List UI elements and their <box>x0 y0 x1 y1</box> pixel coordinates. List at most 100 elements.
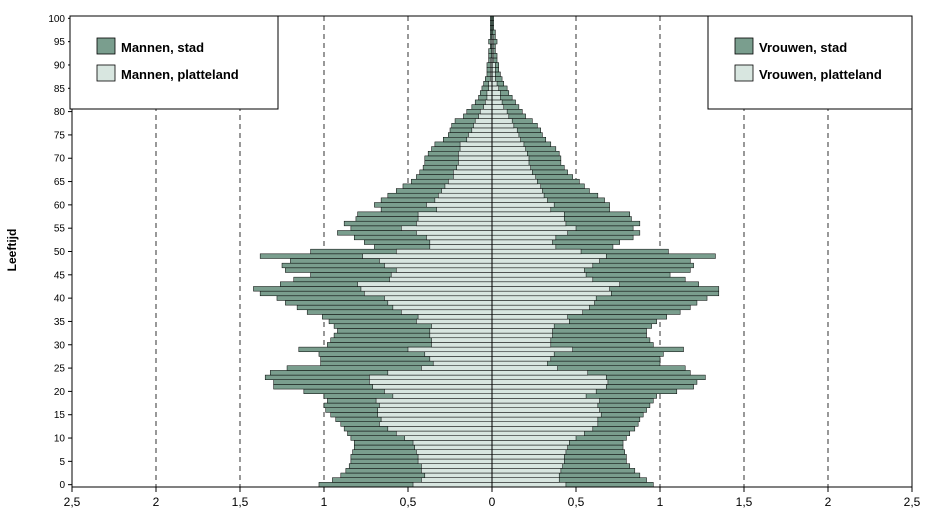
x-tick-label: 2 <box>825 495 832 509</box>
bar <box>491 113 510 119</box>
bar <box>491 416 599 422</box>
bar <box>429 328 493 334</box>
bar <box>431 342 493 348</box>
bar <box>426 234 493 241</box>
x-tick-label: 1 <box>321 495 328 509</box>
y-tick-label: 5 <box>59 457 65 468</box>
bar <box>416 230 493 236</box>
x-tick-label: 0 <box>489 495 496 509</box>
bar <box>491 258 600 264</box>
bar <box>491 444 568 450</box>
y-tick-label: 80 <box>54 107 66 118</box>
bar <box>453 174 493 180</box>
bar <box>416 318 493 325</box>
bar <box>491 402 599 408</box>
bar <box>491 323 555 329</box>
bar <box>491 76 496 82</box>
bar <box>468 132 493 138</box>
bar <box>491 71 496 77</box>
bar <box>488 81 493 87</box>
bar <box>491 449 567 455</box>
bar <box>488 85 493 91</box>
y-tick-label: 35 <box>54 317 66 328</box>
bar <box>364 290 493 297</box>
x-tick-label: 0,5 <box>568 495 585 509</box>
bar <box>491 328 553 334</box>
bar <box>491 248 582 255</box>
y-tick-label: 20 <box>54 387 66 398</box>
bar <box>458 155 493 161</box>
bar <box>389 276 493 283</box>
legend-swatch-vrouwen-platteland <box>734 64 754 82</box>
bar <box>387 370 493 376</box>
y-tick-labels: 0 5 10 15 20 25 30 35 40 45 50 55 60 65 70 75 80 85 90 95 10… <box>48 14 72 491</box>
legend-left-box <box>69 15 279 110</box>
bar <box>421 468 493 474</box>
bar <box>486 90 493 96</box>
bar <box>429 239 493 245</box>
bar <box>491 99 503 105</box>
bar <box>478 113 493 119</box>
bar <box>491 118 513 124</box>
bar <box>491 123 515 129</box>
bar <box>392 393 493 399</box>
bar <box>491 146 526 152</box>
legend-right: Vrouwen, stad Vrouwen, platteland <box>707 15 913 110</box>
bar <box>491 127 518 133</box>
bar <box>491 421 599 427</box>
bar <box>491 374 607 380</box>
legend-swatch-mannen-stad <box>96 37 116 55</box>
bar <box>459 146 493 152</box>
y-tick-label: 90 <box>54 60 66 71</box>
bar <box>491 412 602 418</box>
bar <box>491 136 521 143</box>
bar <box>491 351 555 357</box>
bar <box>491 90 501 96</box>
bar <box>416 449 493 455</box>
x-tick-label: 1,5 <box>232 495 249 509</box>
bar <box>424 472 493 478</box>
bar <box>491 62 496 68</box>
bar <box>417 211 493 217</box>
bar <box>488 53 493 59</box>
y-tick-label: 40 <box>54 294 66 305</box>
bar <box>491 398 600 404</box>
bar <box>412 482 493 488</box>
bar <box>384 295 493 301</box>
bar <box>417 454 493 460</box>
bar <box>491 109 508 115</box>
bar <box>387 300 493 306</box>
y-tick-label: 60 <box>54 200 66 211</box>
bar <box>491 150 528 157</box>
bar <box>362 253 493 259</box>
bar <box>491 463 563 469</box>
bar <box>466 136 493 143</box>
bar <box>379 258 493 264</box>
bar <box>474 118 493 124</box>
bar <box>401 225 493 231</box>
x-tick-label: 1,5 <box>736 495 753 509</box>
y-tick-label: 95 <box>54 37 66 48</box>
bar <box>384 262 493 269</box>
bar <box>407 346 493 353</box>
bar <box>491 192 545 199</box>
bar <box>491 384 607 390</box>
bar <box>491 234 557 241</box>
bar <box>491 337 552 343</box>
bar <box>421 477 493 483</box>
bar <box>375 398 493 404</box>
bar <box>491 197 548 203</box>
bar <box>491 435 577 441</box>
bar <box>414 444 493 450</box>
bar <box>453 169 493 175</box>
bar <box>491 239 553 245</box>
y-tick-label: 30 <box>54 340 66 351</box>
bar <box>491 262 594 269</box>
x-tick-label: 2,5 <box>904 495 921 509</box>
bar <box>491 272 587 278</box>
legend-label-mannen-stad: Mannen, stad <box>121 40 204 55</box>
bar <box>444 183 493 189</box>
bar <box>417 314 493 320</box>
bar <box>401 309 493 315</box>
bar <box>491 388 597 394</box>
